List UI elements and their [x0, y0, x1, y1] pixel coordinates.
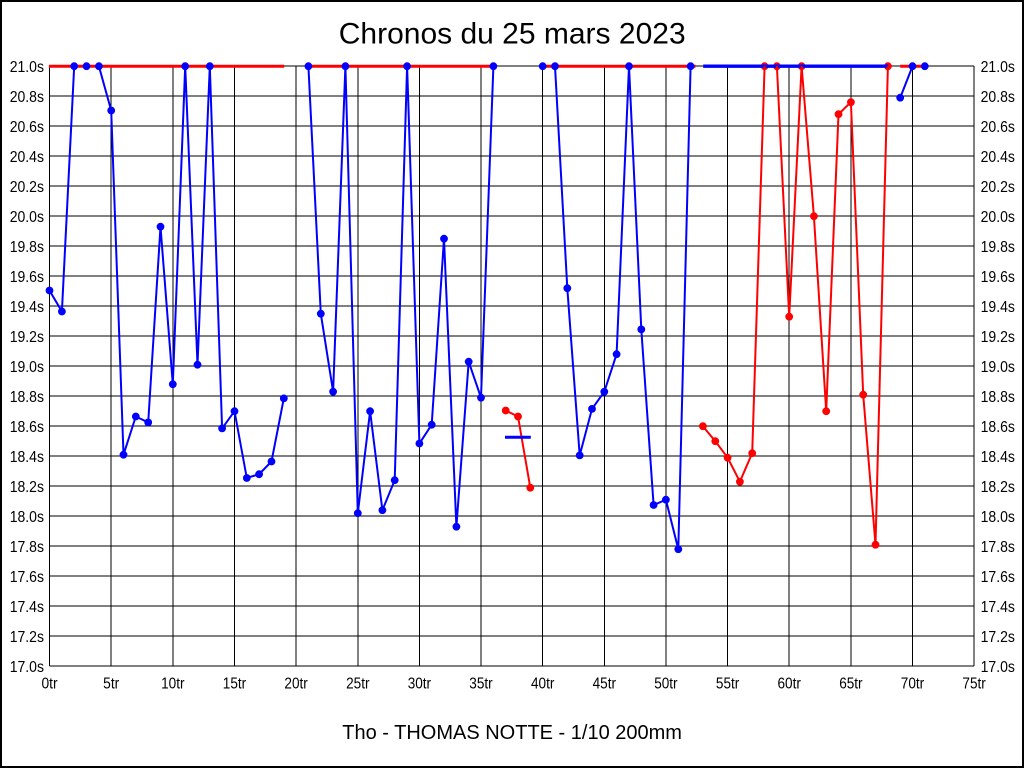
svg-text:55tr: 55tr: [716, 676, 740, 693]
svg-text:Tho - THOMAS NOTTE - 1/10 200m: Tho - THOMAS NOTTE - 1/10 200mm: [342, 722, 682, 744]
svg-text:20.8s: 20.8s: [10, 89, 44, 106]
svg-text:17.2s: 17.2s: [10, 629, 44, 646]
svg-text:40tr: 40tr: [531, 676, 555, 693]
svg-text:18.8s: 18.8s: [10, 389, 44, 406]
svg-text:17.8s: 17.8s: [981, 539, 1015, 556]
svg-text:20.4s: 20.4s: [10, 149, 44, 166]
svg-text:19.8s: 19.8s: [981, 239, 1015, 256]
svg-text:15tr: 15tr: [223, 676, 247, 693]
svg-text:75tr: 75tr: [962, 676, 986, 693]
svg-text:25tr: 25tr: [346, 676, 370, 693]
svg-text:70tr: 70tr: [901, 676, 925, 693]
svg-text:Chronos du 25 mars 2023: Chronos du 25 mars 2023: [339, 18, 686, 51]
svg-text:20tr: 20tr: [284, 676, 308, 693]
svg-text:19.0s: 19.0s: [981, 359, 1015, 376]
svg-text:65tr: 65tr: [839, 676, 863, 693]
svg-text:18.0s: 18.0s: [981, 509, 1015, 526]
svg-text:19.6s: 19.6s: [10, 269, 44, 286]
svg-text:17.0s: 17.0s: [10, 659, 44, 676]
svg-text:18.2s: 18.2s: [10, 479, 44, 496]
svg-text:18.8s: 18.8s: [981, 389, 1015, 406]
svg-text:17.6s: 17.6s: [10, 569, 44, 586]
svg-text:18.6s: 18.6s: [10, 419, 44, 436]
svg-text:10tr: 10tr: [161, 676, 185, 693]
svg-text:20.4s: 20.4s: [981, 149, 1015, 166]
svg-text:30tr: 30tr: [408, 676, 432, 693]
svg-text:19.8s: 19.8s: [10, 239, 44, 256]
svg-text:17.8s: 17.8s: [10, 539, 44, 556]
svg-text:18.2s: 18.2s: [981, 479, 1015, 496]
svg-text:18.4s: 18.4s: [981, 449, 1015, 466]
svg-text:17.2s: 17.2s: [981, 629, 1015, 646]
svg-text:60tr: 60tr: [778, 676, 802, 693]
svg-text:5tr: 5tr: [103, 676, 120, 693]
svg-text:20.2s: 20.2s: [10, 179, 44, 196]
svg-text:35tr: 35tr: [469, 676, 493, 693]
svg-text:20.6s: 20.6s: [981, 119, 1015, 136]
svg-text:19.2s: 19.2s: [981, 329, 1015, 346]
svg-text:18.6s: 18.6s: [981, 419, 1015, 436]
svg-text:20.6s: 20.6s: [10, 119, 44, 136]
svg-text:17.6s: 17.6s: [981, 569, 1015, 586]
svg-text:18.0s: 18.0s: [10, 509, 44, 526]
svg-text:50tr: 50tr: [654, 676, 678, 693]
svg-text:21.0s: 21.0s: [981, 59, 1015, 76]
svg-text:19.2s: 19.2s: [10, 329, 44, 346]
svg-text:20.0s: 20.0s: [10, 209, 44, 226]
svg-text:17.0s: 17.0s: [981, 659, 1015, 676]
svg-text:20.0s: 20.0s: [981, 209, 1015, 226]
svg-text:45tr: 45tr: [593, 676, 617, 693]
svg-text:18.4s: 18.4s: [10, 449, 44, 466]
svg-text:17.4s: 17.4s: [981, 599, 1015, 616]
svg-text:19.4s: 19.4s: [10, 299, 44, 316]
svg-text:21.0s: 21.0s: [10, 59, 44, 76]
svg-text:20.8s: 20.8s: [981, 89, 1015, 106]
svg-text:0tr: 0tr: [41, 676, 58, 693]
svg-text:19.0s: 19.0s: [10, 359, 44, 376]
svg-text:20.2s: 20.2s: [981, 179, 1015, 196]
svg-text:19.6s: 19.6s: [981, 269, 1015, 286]
svg-text:19.4s: 19.4s: [981, 299, 1015, 316]
svg-text:17.4s: 17.4s: [10, 599, 44, 616]
